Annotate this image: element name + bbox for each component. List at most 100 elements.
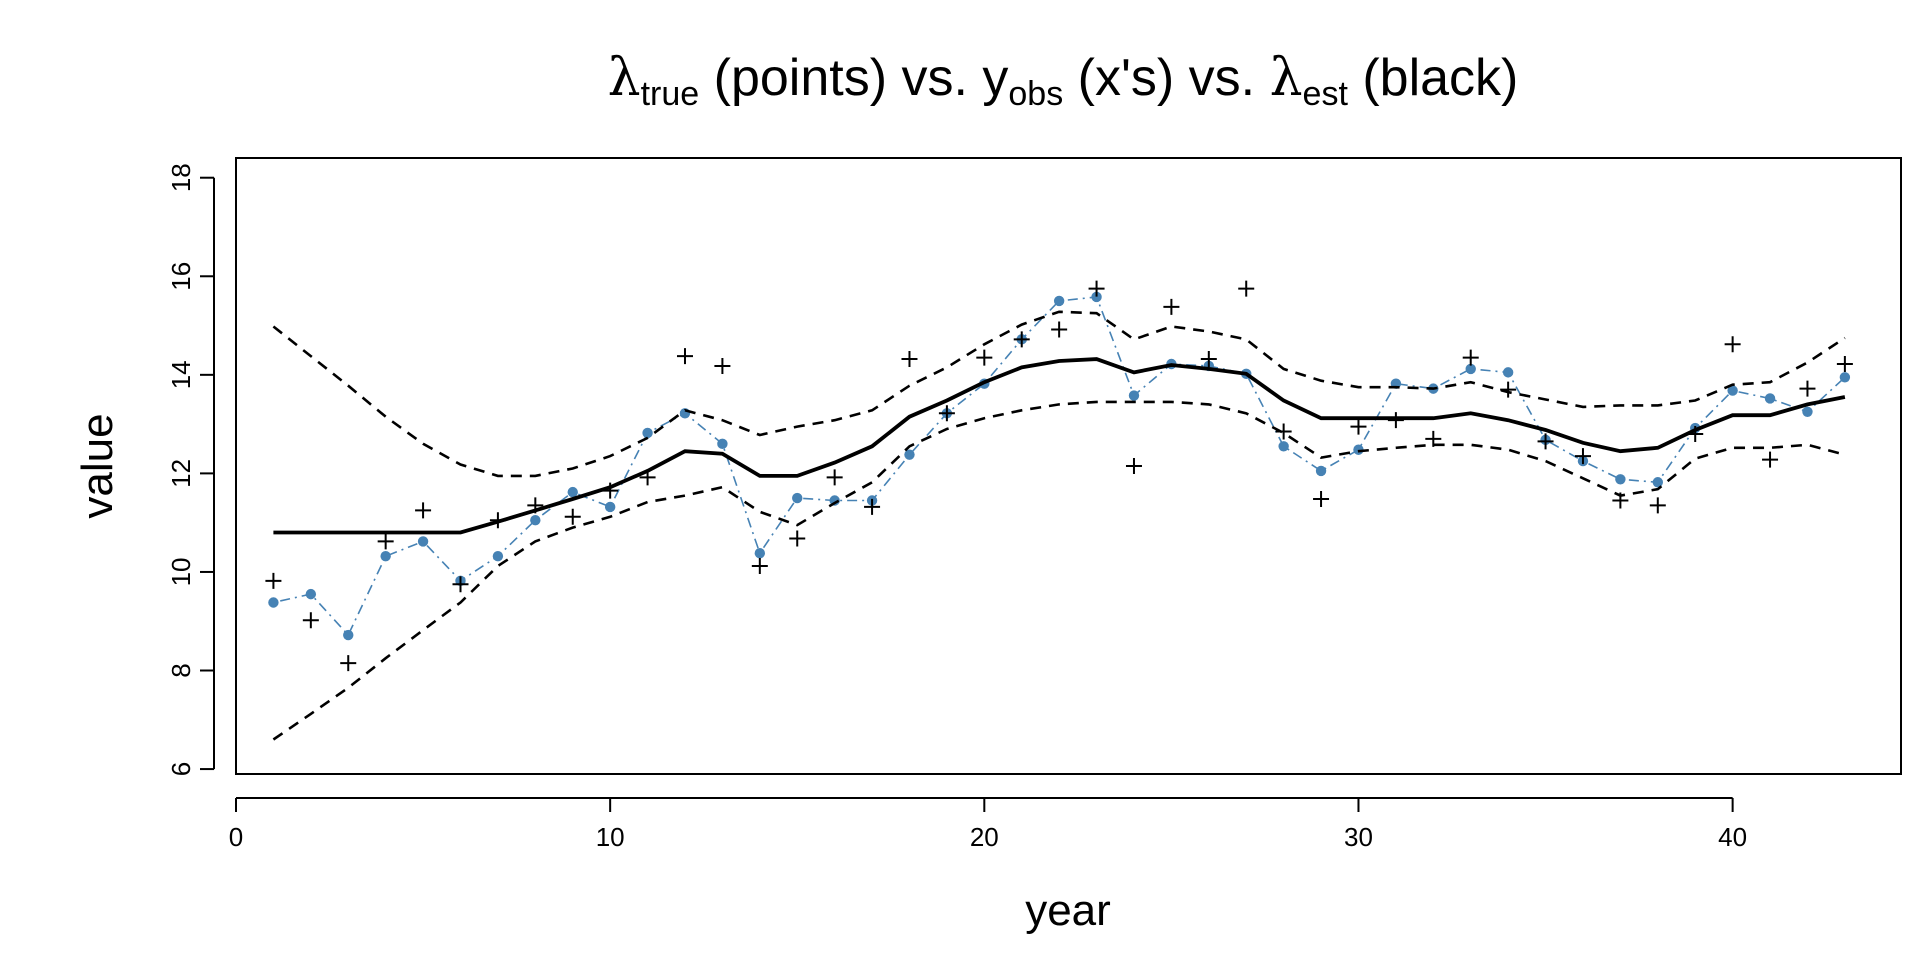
data-point (340, 655, 357, 672)
x-axis: 0 10 20 30 40 (229, 797, 1747, 852)
data-point (676, 348, 693, 365)
data-point (1315, 465, 1327, 477)
y-tick-label: 10 (166, 557, 196, 586)
chart-title: λtrue (points) vs. yobs (x's) vs. λest (… (608, 48, 1519, 113)
series-lambda-est (273, 357, 1846, 535)
data-point (1465, 363, 1476, 375)
title-segment: true (641, 75, 700, 113)
data-point (1802, 406, 1813, 417)
data-point (1799, 380, 1816, 397)
y-tick-label: 8 (166, 663, 196, 677)
data-point (1462, 349, 1479, 366)
data-point (1053, 295, 1065, 307)
y-tick-label: 16 (166, 262, 196, 291)
plot-area (265, 280, 1853, 741)
data-point (1502, 367, 1514, 378)
data-point (1764, 393, 1776, 404)
data-point (1091, 291, 1102, 303)
x-tick-label: 20 (970, 822, 999, 852)
data-point (1125, 458, 1142, 474)
y-axis: 6 8 10 12 14 16 18 (166, 163, 215, 776)
data-point (1649, 497, 1666, 514)
x-tick-label: 30 (1344, 822, 1373, 852)
data-point (792, 492, 803, 504)
data-point (754, 548, 766, 559)
data-point (265, 572, 282, 589)
series-lambda-true (268, 291, 1851, 641)
data-point (1425, 430, 1442, 447)
data-point (1238, 280, 1255, 297)
data-point (305, 588, 317, 600)
title-segment: λ (608, 48, 641, 108)
data-point (1839, 372, 1851, 383)
x-tick-label: 40 (1718, 822, 1747, 852)
data-point (415, 502, 432, 519)
data-point (1387, 412, 1404, 429)
data-point (864, 498, 881, 515)
y-tick-label: 14 (166, 360, 196, 389)
data-point (1537, 433, 1554, 450)
title-segment: (points) vs. y (699, 49, 1008, 107)
data-point (380, 550, 391, 562)
plot-frame (235, 157, 1902, 775)
data-point (377, 533, 394, 550)
data-point (567, 486, 578, 498)
data-point (564, 508, 581, 525)
y-tick-label: 18 (166, 163, 196, 192)
title-segment: (x's) vs. (1063, 49, 1269, 107)
data-point (938, 405, 955, 422)
series-upper-bound (272, 310, 1846, 478)
data-point (717, 438, 728, 450)
data-point (1163, 298, 1180, 315)
title-segment: (black) (1348, 49, 1518, 107)
data-point (1762, 451, 1779, 468)
title-segment: est (1303, 75, 1349, 113)
data-point (1724, 336, 1741, 353)
data-point (1350, 418, 1367, 435)
data-point (492, 550, 504, 562)
data-point (343, 629, 354, 641)
data-point (642, 427, 653, 439)
title-segment: obs (1008, 75, 1063, 113)
data-point (1128, 390, 1140, 401)
data-point (417, 536, 429, 547)
data-point (268, 597, 279, 608)
x-axis-label: year (1025, 886, 1111, 935)
data-point (1051, 321, 1068, 338)
data-point (1200, 351, 1217, 368)
data-point (530, 515, 541, 526)
data-point (1727, 385, 1738, 396)
data-point (1574, 448, 1591, 465)
y-axis-label: value (73, 413, 122, 518)
data-point (976, 349, 993, 366)
series-line (273, 296, 1846, 637)
data-point (452, 576, 469, 593)
data-point (1278, 441, 1289, 452)
y-tick-label: 6 (166, 762, 196, 776)
data-point (904, 449, 915, 460)
data-point (901, 351, 918, 368)
series-lower-bound (272, 400, 1846, 741)
series-line (273, 357, 1846, 535)
x-tick-label: 10 (596, 822, 625, 852)
data-point (751, 558, 768, 575)
data-point (1088, 280, 1105, 297)
series-line (272, 310, 1846, 478)
data-point (714, 357, 731, 374)
x-tick-label: 0 (229, 822, 243, 852)
data-point (1353, 444, 1364, 455)
series-line (272, 400, 1846, 741)
data-point (302, 612, 319, 629)
data-point (604, 501, 616, 513)
data-point (1615, 474, 1626, 485)
y-tick-label: 12 (166, 459, 196, 488)
data-point (789, 530, 806, 547)
data-point (826, 469, 843, 486)
data-point (1013, 331, 1030, 348)
data-point (1313, 491, 1330, 508)
data-point (1836, 355, 1853, 372)
data-point (1652, 477, 1663, 488)
title-segment: λ (1270, 48, 1303, 108)
